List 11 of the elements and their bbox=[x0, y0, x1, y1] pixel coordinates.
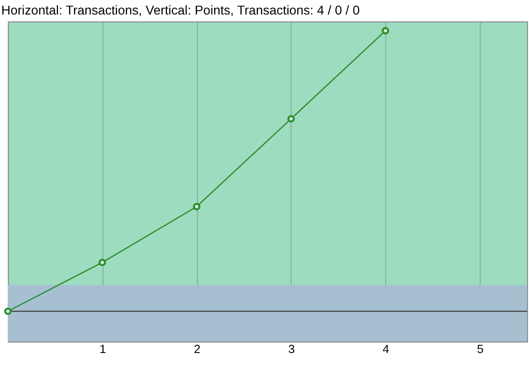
x-tick-label: 3 bbox=[288, 342, 296, 356]
chart-title: Horizontal: Transactions, Vertical: Points, Transactions: 4 / 0 / 0 bbox=[1, 2, 360, 18]
x-tick-label: 4 bbox=[382, 342, 390, 356]
x-tick-label: 1 bbox=[99, 342, 106, 356]
x-tick-label: 5 bbox=[477, 342, 484, 356]
point bbox=[287, 115, 295, 122]
x-tick-label: 2 bbox=[194, 342, 200, 356]
point bbox=[382, 27, 390, 34]
point bbox=[192, 202, 200, 210]
point bbox=[4, 308, 12, 315]
point bbox=[98, 258, 106, 266]
